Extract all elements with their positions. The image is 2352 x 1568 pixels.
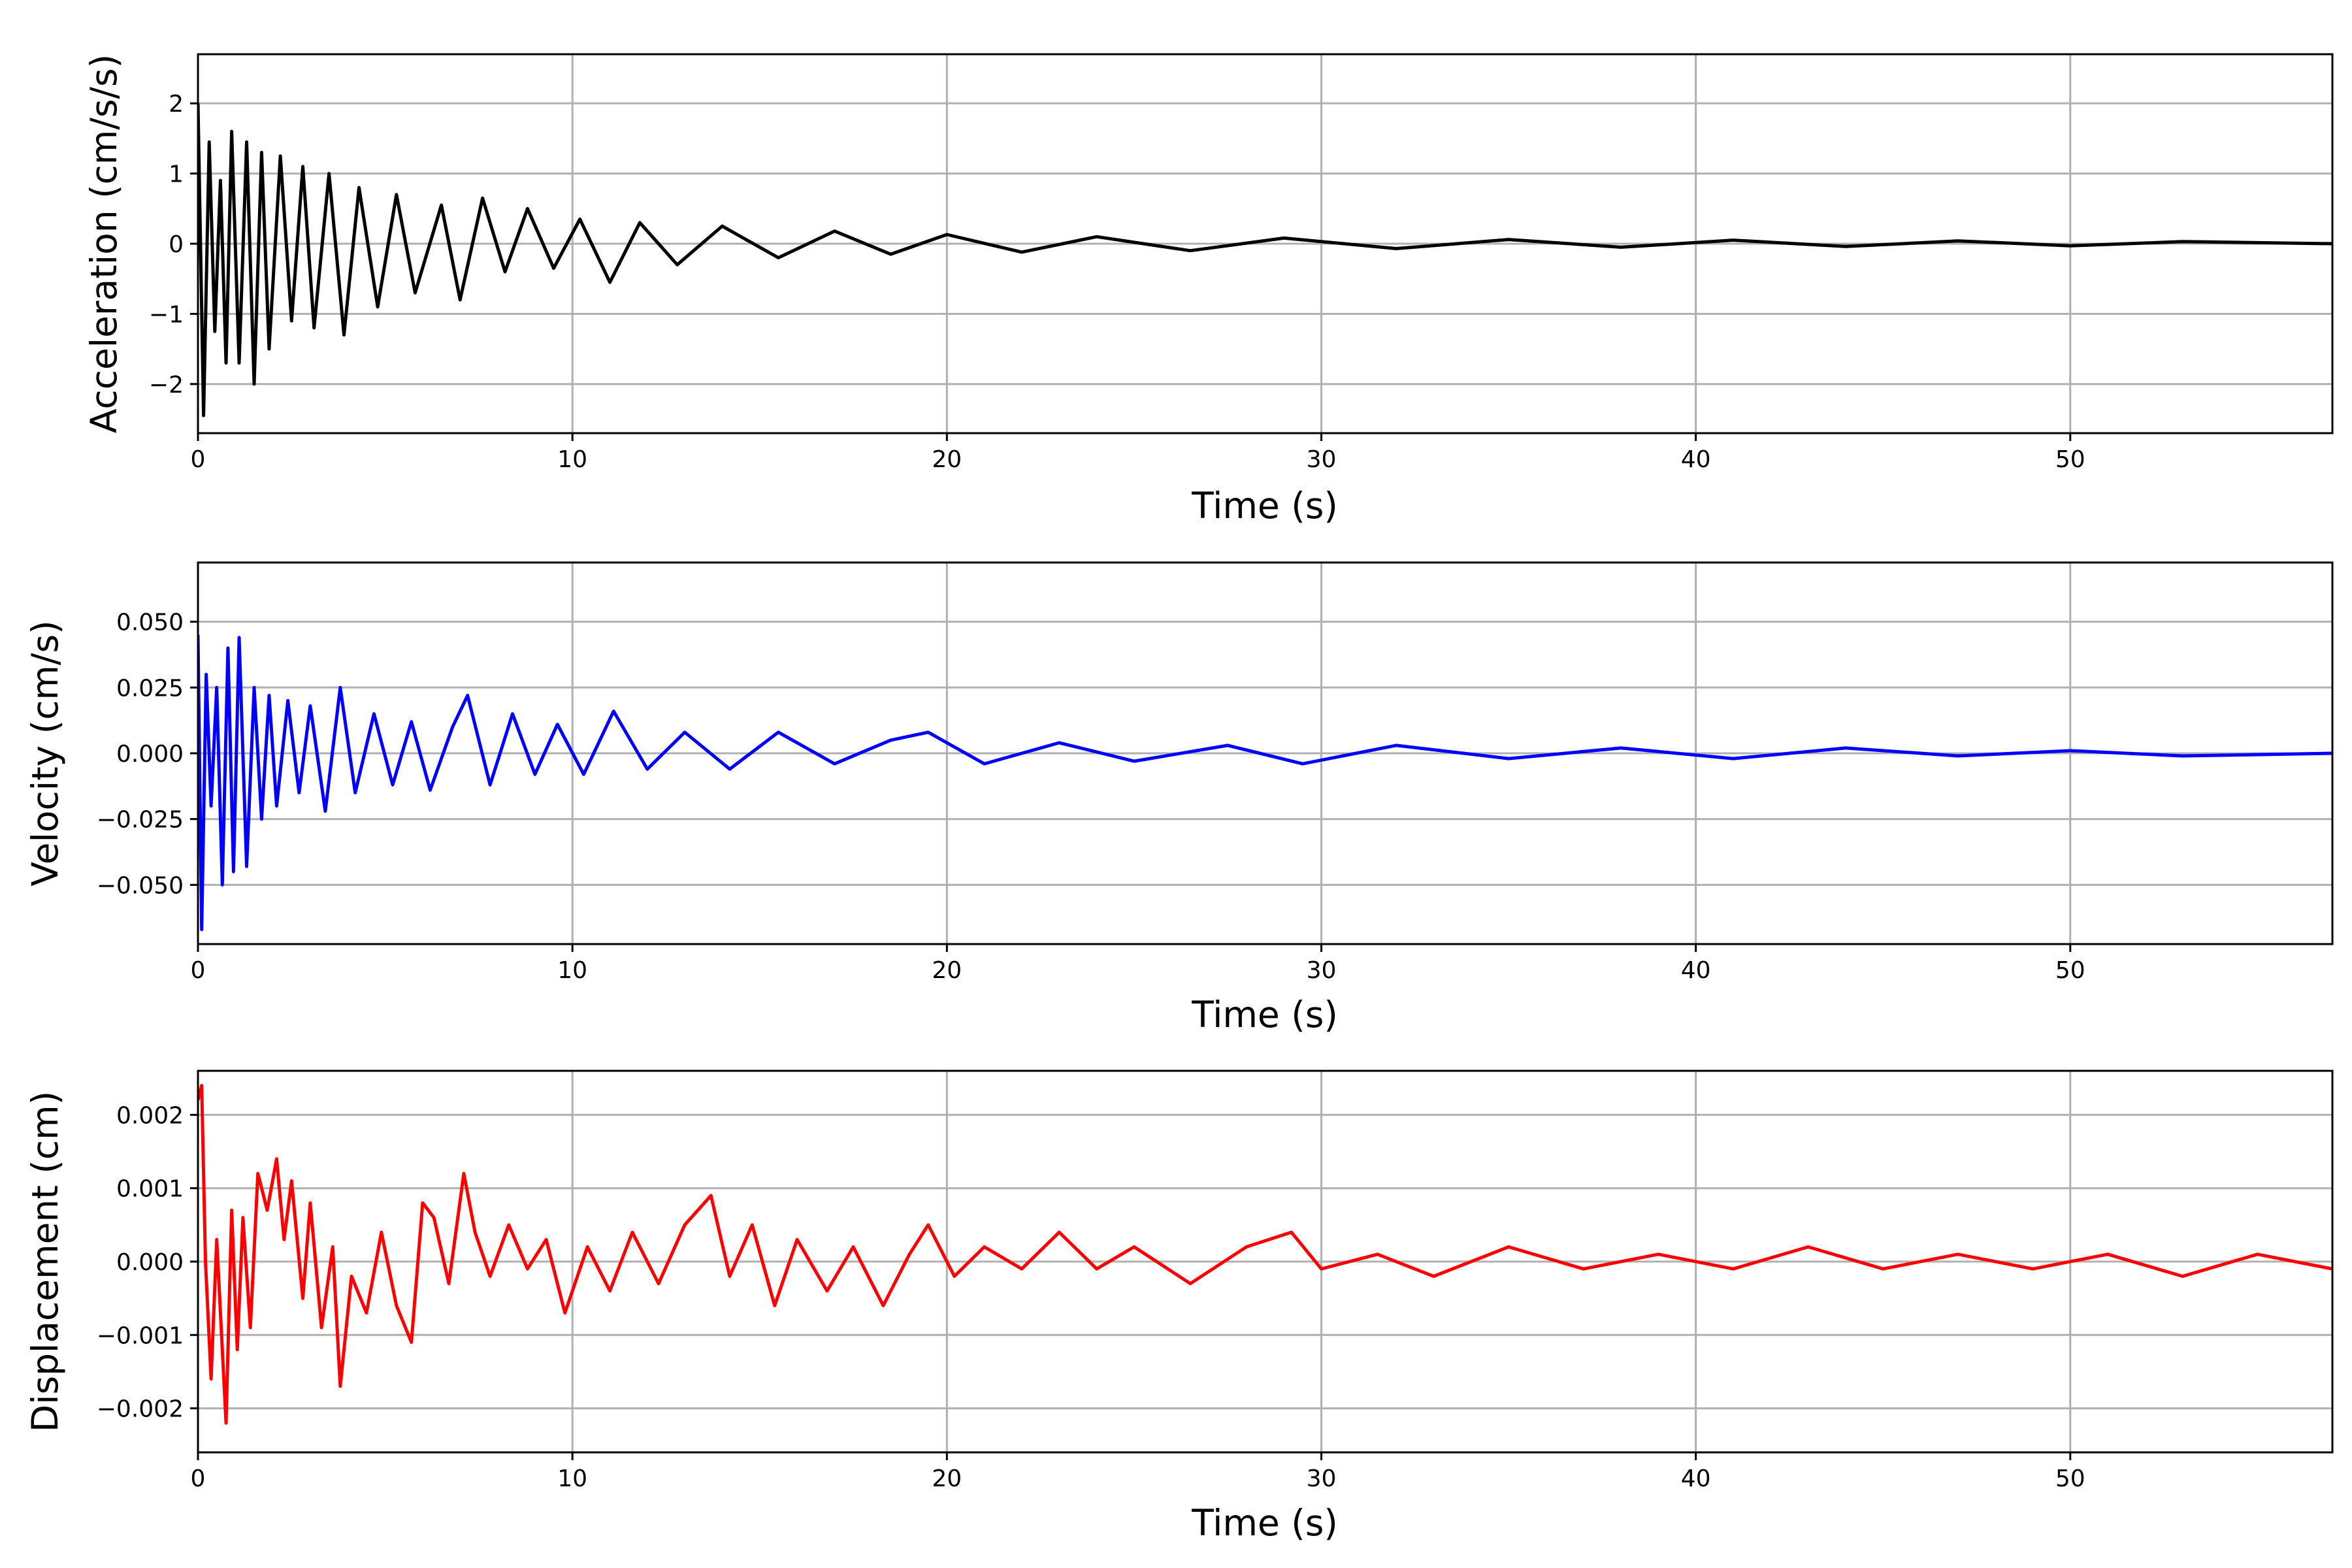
velocity-x-tick-label: 30 bbox=[1307, 957, 1337, 984]
acceleration-panel: 0 10 20 30 40 50 −2 −1 0 1 2 Time (s) Acceleratio… bbox=[83, 53, 2334, 527]
velocity-x-tick-label: 40 bbox=[1681, 957, 1711, 984]
displacement-x-ticks: 0 10 20 30 40 50 bbox=[191, 1452, 2085, 1492]
velocity-x-tick-label: 20 bbox=[932, 957, 962, 984]
velocity-y-axis-title: Velocity (cm/s) bbox=[24, 620, 66, 886]
acceleration-y-ticks: −2 −1 0 1 2 bbox=[149, 91, 198, 399]
acceleration-x-tick-label: 0 bbox=[191, 446, 206, 473]
acceleration-x-tick-label: 20 bbox=[932, 446, 962, 473]
acceleration-series-line bbox=[198, 103, 2332, 417]
velocity-series-line bbox=[198, 634, 2332, 932]
velocity-x-tick-label: 50 bbox=[2055, 957, 2085, 984]
velocity-y-tick-label: 0.000 bbox=[116, 741, 184, 768]
velocity-panel: 0 10 20 30 40 50 −0.050−0.0250.0000.0250.050 … bbox=[24, 561, 2334, 1036]
acceleration-x-ticks: 0 10 20 30 40 50 bbox=[191, 433, 2085, 473]
displacement-series-line bbox=[198, 1084, 2332, 1425]
displacement-y-axis-title: Displacement (cm) bbox=[24, 1091, 66, 1432]
velocity-y-ticks: −0.050 −0.025 0.000 0.025 0.050 bbox=[97, 610, 198, 899]
displacement-x-tick-label: 20 bbox=[932, 1465, 962, 1492]
acceleration-y-axis-title: Acceleration (cm/s/s) bbox=[83, 54, 125, 433]
velocity-x-ticks: 0 10 20 30 40 50 bbox=[191, 944, 2085, 984]
acceleration-x-tick-label: 30 bbox=[1307, 446, 1337, 473]
acceleration-x-tick-label: 10 bbox=[557, 446, 587, 473]
velocity-y-tick-label: −0.050 bbox=[97, 872, 184, 899]
acceleration-line-series bbox=[198, 103, 2332, 417]
velocity-y-tick-label: −0.025 bbox=[97, 807, 184, 834]
velocity-line-series bbox=[198, 634, 2332, 932]
displacement-x-tick-label: 0 bbox=[191, 1465, 206, 1492]
velocity-x-axis-title: Time (s) bbox=[1191, 994, 1338, 1036]
displacement-y-tick-label: 0.002 bbox=[116, 1102, 184, 1129]
displacement-x-tick-label: 50 bbox=[2055, 1465, 2085, 1492]
acceleration-x-axis-title: Time (s) bbox=[1191, 485, 1338, 527]
acceleration-y-tick-label: 0 bbox=[169, 231, 184, 258]
displacement-x-axis-title: Time (s) bbox=[1191, 1502, 1338, 1544]
displacement-y-tick-label: 0.001 bbox=[116, 1176, 184, 1203]
displacement-x-tick-label: 40 bbox=[1681, 1465, 1711, 1492]
displacement-line-series bbox=[198, 1084, 2332, 1425]
acceleration-x-tick-label: 40 bbox=[1681, 446, 1711, 473]
displacement-y-tick-label: −0.001 bbox=[97, 1322, 184, 1349]
displacement-y-tick-label: −0.002 bbox=[97, 1396, 184, 1423]
acceleration-y-tick-label: 1 bbox=[169, 161, 184, 188]
velocity-y-tick-label: 0.025 bbox=[116, 675, 184, 702]
acceleration-x-tick-label: 50 bbox=[2055, 446, 2085, 473]
acceleration-y-tick-label: −1 bbox=[149, 301, 184, 328]
displacement-x-tick-label: 30 bbox=[1307, 1465, 1337, 1492]
acceleration-gridlines bbox=[197, 54, 2332, 433]
velocity-x-tick-label: 0 bbox=[191, 957, 206, 984]
displacement-x-tick-label: 10 bbox=[557, 1465, 587, 1492]
velocity-x-tick-label: 10 bbox=[557, 957, 587, 984]
velocity-y-tick-label: 0.050 bbox=[116, 610, 184, 636]
acceleration-y-tick-label: 2 bbox=[169, 91, 184, 118]
displacement-y-ticks: −0.002 −0.001 0.000 0.001 0.002 bbox=[97, 1102, 198, 1423]
displacement-y-tick-label: 0.000 bbox=[116, 1249, 184, 1276]
acceleration-y-tick-label: −2 bbox=[149, 372, 184, 399]
displacement-panel: 0 10 20 30 40 50 −0.002−0.0010.0000.0010.002 … bbox=[24, 1070, 2334, 1544]
